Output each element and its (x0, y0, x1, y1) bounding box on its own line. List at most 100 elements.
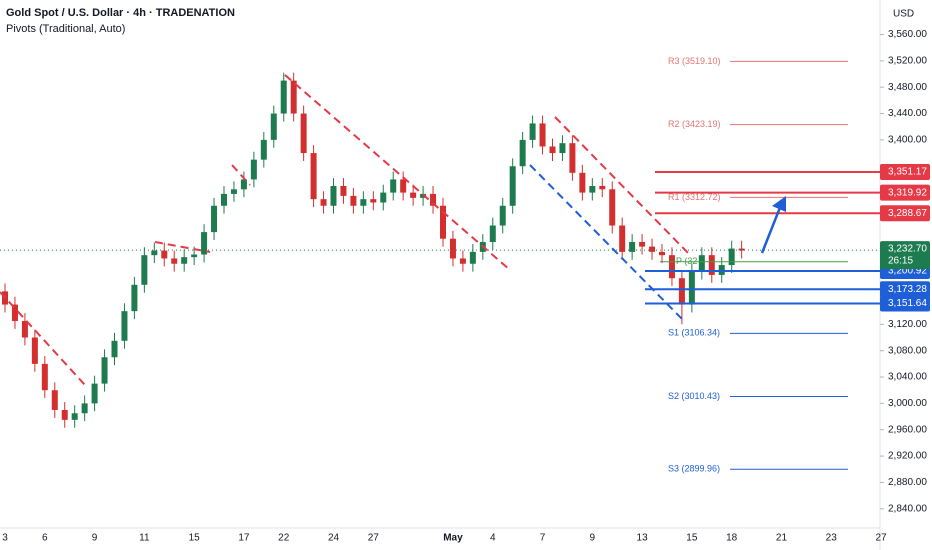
candle-body (678, 278, 685, 305)
candle-body (280, 80, 287, 114)
candle-body (380, 192, 387, 203)
candle-body (300, 113, 307, 154)
price-badge-label: 3,351.17 (888, 167, 927, 178)
trendline (284, 74, 511, 271)
candle-body (121, 311, 128, 341)
candle-body (609, 189, 616, 226)
price-badge (880, 295, 930, 312)
y-tick-label: 2,920.00 (888, 451, 927, 462)
x-tick-label: 21 (776, 533, 788, 544)
y-tick-label: 2,840.00 (888, 503, 927, 514)
trendline (554, 116, 691, 256)
candle-body (659, 251, 665, 256)
candle-body (91, 383, 98, 404)
y-tick-label: 3,120.00 (888, 319, 927, 330)
candle-body (51, 390, 58, 410)
candle-body (131, 284, 138, 312)
y-tick-label: 3,520.00 (888, 55, 927, 66)
candle-body (11, 304, 18, 322)
candle-body (260, 139, 267, 160)
candle-body (529, 123, 536, 140)
x-tick-label: 15 (686, 533, 698, 544)
pivot-label: P (32 (676, 256, 697, 266)
y-tick-label: 2,960.00 (888, 424, 927, 435)
x-tick-label: 27 (875, 533, 887, 544)
candle-body (579, 172, 586, 193)
trendline (154, 241, 211, 253)
candle-body (449, 238, 456, 259)
candle-body (290, 80, 297, 114)
price-badge-label: 3,173.28 (888, 284, 927, 295)
candle-body (559, 143, 566, 154)
candle-body (569, 143, 576, 173)
candle-body (549, 146, 556, 154)
trendline (231, 164, 251, 186)
x-tick-label: 18 (726, 533, 738, 544)
price-badge-label: 3,200.92 (888, 266, 927, 277)
arrow-head (772, 196, 786, 212)
pivot-label: S1 (3106.34) (668, 328, 720, 338)
x-tick-label: 22 (278, 533, 290, 544)
price-badge (880, 184, 930, 201)
pivot-label: R1 (3312.72) (668, 192, 721, 202)
x-tick-label: 9 (92, 533, 98, 544)
candle-body (519, 139, 526, 167)
candle-body (211, 205, 218, 233)
candle-body (718, 265, 725, 275)
candle-body (459, 258, 466, 264)
y-tick-label: 3,400.00 (888, 135, 927, 146)
x-tick-label: 23 (826, 533, 838, 544)
candle-body (250, 159, 257, 180)
candle-body (221, 193, 227, 206)
candle-body (191, 254, 198, 258)
price-badge (880, 164, 930, 181)
candle-body (430, 193, 437, 206)
candle-body (400, 179, 407, 193)
trendline (0, 291, 86, 386)
candle-body (141, 255, 148, 285)
candle-body (350, 195, 357, 206)
last-price-badge (880, 241, 930, 270)
candle-body (619, 225, 626, 252)
y-tick-label: 3,440.00 (888, 108, 927, 119)
candle-body (370, 199, 377, 203)
candle-body (668, 255, 675, 279)
x-tick-label: 24 (328, 533, 340, 544)
candle-body (151, 250, 158, 256)
candle-body (31, 337, 38, 364)
candle-body (589, 186, 596, 193)
candle-body (738, 248, 745, 251)
x-tick-label: 13 (637, 533, 649, 544)
candle-body (390, 179, 397, 193)
price-badge (880, 205, 930, 222)
candle-body (599, 186, 606, 190)
x-tick-label: 15 (189, 533, 201, 544)
candle-body (639, 241, 646, 247)
last-price-label: 3,232.70 (888, 244, 927, 255)
x-tick-label: 17 (238, 533, 250, 544)
candle-body (698, 255, 705, 272)
candle-body (688, 271, 695, 305)
price-badge-label: 3,319.92 (888, 187, 927, 198)
x-tick-label: 7 (540, 533, 546, 544)
candle-body (708, 255, 715, 275)
y-tick-label: 3,560.00 (888, 29, 927, 40)
arrow (760, 204, 783, 254)
countdown-label: 26:15 (888, 256, 913, 267)
candle-body (410, 192, 417, 198)
drawings (0, 74, 691, 386)
candle-body (539, 123, 546, 147)
x-tick-label: 3 (2, 533, 8, 544)
subtitle: Pivots (Traditional, Auto) (6, 23, 125, 35)
candle-body (340, 186, 347, 196)
pivot-label: R3 (3519.10) (668, 56, 721, 66)
candle-body (21, 321, 28, 338)
candle-body (201, 232, 208, 255)
price-badge (880, 281, 930, 298)
candle-body (230, 189, 237, 194)
candle-body (310, 153, 317, 200)
price-badge-label: 3,151.64 (888, 298, 927, 309)
pivot-label: S3 (2899.96) (668, 464, 720, 474)
